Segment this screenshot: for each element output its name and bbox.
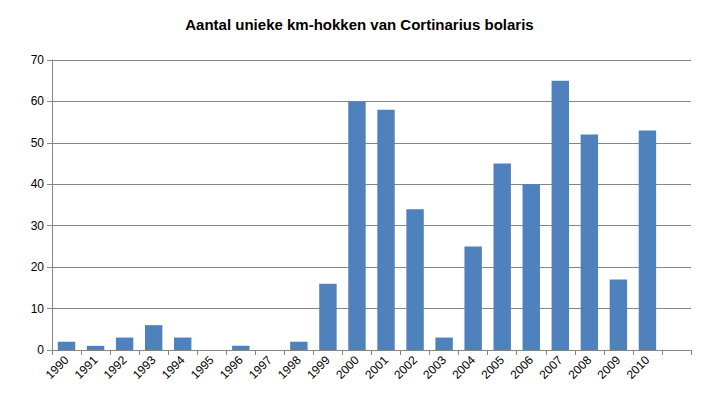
svg-text:1994: 1994 bbox=[159, 353, 188, 382]
svg-text:1999: 1999 bbox=[304, 353, 333, 382]
svg-text:60: 60 bbox=[31, 94, 45, 108]
svg-text:2010: 2010 bbox=[624, 353, 653, 382]
svg-text:2003: 2003 bbox=[420, 353, 449, 382]
svg-text:2002: 2002 bbox=[391, 353, 420, 382]
svg-text:2008: 2008 bbox=[566, 353, 595, 382]
svg-text:2005: 2005 bbox=[478, 353, 507, 382]
svg-text:2000: 2000 bbox=[333, 353, 362, 382]
svg-text:40: 40 bbox=[31, 177, 45, 191]
svg-text:1990: 1990 bbox=[43, 353, 72, 382]
svg-text:Aantal unieke km-hokken van Co: Aantal unieke km-hokken van Cortinarius … bbox=[185, 16, 533, 33]
svg-text:20: 20 bbox=[31, 260, 45, 274]
svg-text:1997: 1997 bbox=[246, 353, 275, 382]
svg-text:70: 70 bbox=[31, 53, 45, 67]
svg-text:2004: 2004 bbox=[449, 353, 478, 382]
svg-text:1998: 1998 bbox=[275, 353, 304, 382]
svg-text:1995: 1995 bbox=[188, 353, 217, 382]
svg-text:1991: 1991 bbox=[72, 353, 101, 382]
svg-text:30: 30 bbox=[31, 219, 45, 233]
svg-text:1992: 1992 bbox=[101, 353, 130, 382]
svg-text:1996: 1996 bbox=[217, 353, 246, 382]
svg-text:1993: 1993 bbox=[130, 353, 159, 382]
svg-text:0: 0 bbox=[37, 343, 44, 357]
svg-text:10: 10 bbox=[31, 302, 45, 316]
svg-text:2009: 2009 bbox=[595, 353, 624, 382]
svg-text:50: 50 bbox=[31, 136, 45, 150]
svg-text:2006: 2006 bbox=[507, 353, 536, 382]
svg-text:2007: 2007 bbox=[536, 353, 565, 382]
svg-text:2001: 2001 bbox=[362, 353, 391, 382]
